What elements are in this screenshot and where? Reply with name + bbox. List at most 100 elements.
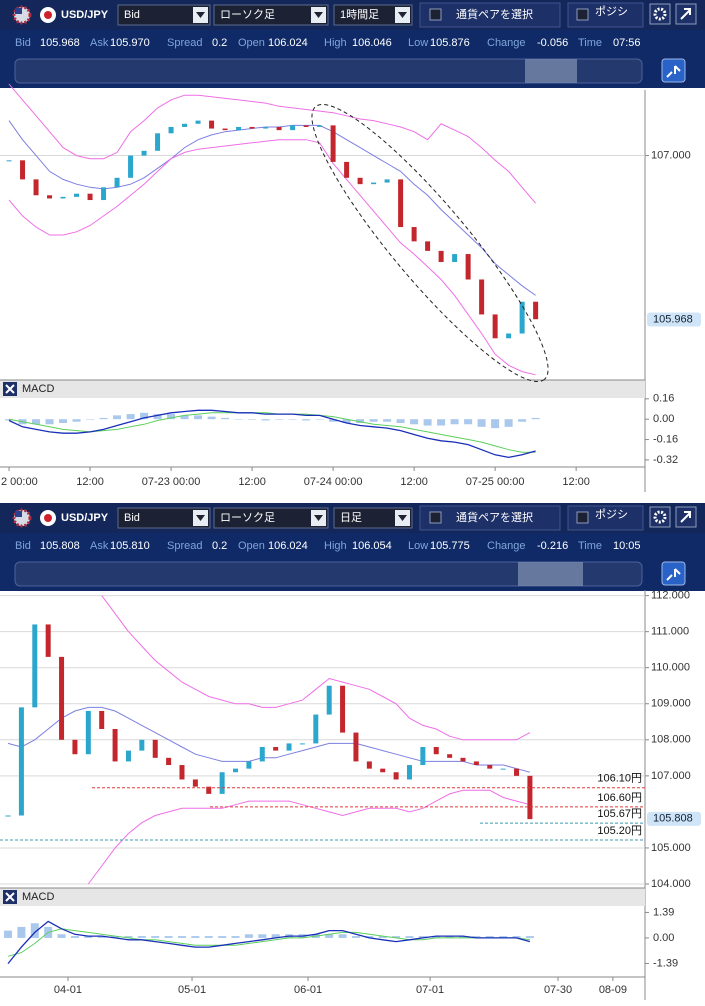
macd-histogram-bar xyxy=(137,936,146,938)
candle xyxy=(330,125,336,162)
macd-histogram-bar xyxy=(288,419,297,420)
quote-label: Spread xyxy=(167,540,202,552)
candle xyxy=(5,815,11,817)
x-tick-label: 07-23 00:00 xyxy=(142,476,201,488)
dropdown[interactable] xyxy=(117,4,211,26)
candle xyxy=(452,254,458,263)
price-level-label: 105.20円 xyxy=(597,825,642,837)
x-tick-label: 04-01 xyxy=(54,984,82,996)
pair-select-label: 通貨ペアを選択 xyxy=(456,7,533,21)
price-level-label: 106.10円 xyxy=(597,773,642,785)
macd-histogram-bar xyxy=(499,936,508,938)
candle xyxy=(473,761,479,766)
navigator-window[interactable] xyxy=(525,59,577,83)
dropdown-arrow xyxy=(196,515,205,521)
y-tick-label: 110.000 xyxy=(651,662,690,674)
macd-histogram-bar xyxy=(432,936,441,938)
macd-histogram-bar xyxy=(59,419,68,423)
settings-button[interactable] xyxy=(649,3,671,25)
macd-histogram-bar xyxy=(244,934,253,938)
navigator[interactable] xyxy=(14,58,643,84)
candle xyxy=(222,128,228,131)
position-tab-label: ポジシ xyxy=(595,5,628,18)
quote-value: 07:56 xyxy=(613,37,641,49)
candle xyxy=(249,126,255,129)
position-tab-label: ポジシ xyxy=(595,508,628,521)
dropdown[interactable] xyxy=(333,4,413,26)
settings-button[interactable] xyxy=(649,506,671,528)
pair-label: USD/JPY xyxy=(61,512,109,524)
dropdown-arrow xyxy=(314,12,323,18)
candle xyxy=(166,757,172,766)
quote-label: Ask xyxy=(90,540,109,552)
candle xyxy=(447,754,453,758)
macd-histogram-bar xyxy=(167,414,176,420)
checkbox[interactable] xyxy=(429,8,442,21)
bollinger-band xyxy=(8,139,536,376)
navigator-button[interactable] xyxy=(661,561,686,586)
quote-label: Bid xyxy=(15,540,31,552)
pair-select-label: 通貨ペアを選択 xyxy=(456,510,533,524)
candle xyxy=(317,125,323,127)
macd-histogram-bar xyxy=(418,936,427,938)
macd-histogram-bar xyxy=(153,414,162,420)
macd-histogram-bar xyxy=(525,936,534,938)
quote-value: 105.810 xyxy=(110,540,150,552)
x-tick-label: 12:00 xyxy=(76,476,104,488)
pair-select-box[interactable] xyxy=(419,505,561,531)
candle xyxy=(72,739,78,755)
navigator[interactable] xyxy=(14,561,643,587)
macd-histogram-bar xyxy=(17,926,26,938)
candle xyxy=(168,126,174,134)
candle xyxy=(492,314,498,339)
dropdown-arrow xyxy=(398,515,407,521)
macd-histogram-bar xyxy=(302,419,311,421)
candle xyxy=(59,656,65,740)
checkbox[interactable] xyxy=(576,511,589,524)
macd-histogram-bar xyxy=(518,419,527,422)
candle xyxy=(420,747,426,766)
quote-label: Spread xyxy=(167,37,202,49)
quote-label: Ask xyxy=(90,37,109,49)
macd-close-icon xyxy=(5,384,15,394)
macd-histogram-bar xyxy=(45,419,54,425)
candle xyxy=(233,768,239,773)
dropdown[interactable] xyxy=(213,507,329,529)
dropdown[interactable] xyxy=(213,4,329,26)
y-tick-label: 107.000 xyxy=(651,770,691,782)
macd-histogram-bar xyxy=(485,936,494,938)
candle xyxy=(47,195,53,199)
pair-select-box[interactable] xyxy=(419,2,561,28)
us-flag-canton xyxy=(15,8,22,14)
macd-title: MACD xyxy=(22,383,54,395)
candle xyxy=(366,761,372,769)
candle xyxy=(340,685,346,733)
gear-icon xyxy=(653,7,667,21)
macd-histogram-bar xyxy=(111,936,120,938)
macd-histogram-bar xyxy=(472,936,481,938)
gear-icon xyxy=(653,510,667,524)
macd-histogram-bar xyxy=(261,419,270,421)
candle xyxy=(273,747,279,751)
quote-value: -0.056 xyxy=(537,37,568,49)
dropdown[interactable] xyxy=(117,507,211,529)
macd-histogram-bar xyxy=(32,419,41,425)
x-tick-label: 06-01 xyxy=(294,984,322,996)
dropdown[interactable] xyxy=(333,507,413,529)
pair-label: USD/JPY xyxy=(61,9,109,21)
checkbox[interactable] xyxy=(429,511,442,524)
macd-histogram-bar xyxy=(315,419,324,420)
macd-histogram-bar xyxy=(459,936,468,938)
macd-tick-label: -0.32 xyxy=(653,454,678,466)
navigator-window[interactable] xyxy=(518,562,583,586)
checkbox[interactable] xyxy=(576,8,589,21)
candle xyxy=(380,768,386,773)
candle xyxy=(465,254,471,280)
macd-histogram-bar xyxy=(445,936,454,938)
macd-histogram-bar xyxy=(207,416,216,420)
quote-value: 0.2 xyxy=(212,540,227,552)
macd-histogram-bar xyxy=(140,412,149,420)
panel-separator xyxy=(0,496,705,503)
navigator-button[interactable] xyxy=(661,58,686,83)
macd-close-icon xyxy=(5,892,15,902)
